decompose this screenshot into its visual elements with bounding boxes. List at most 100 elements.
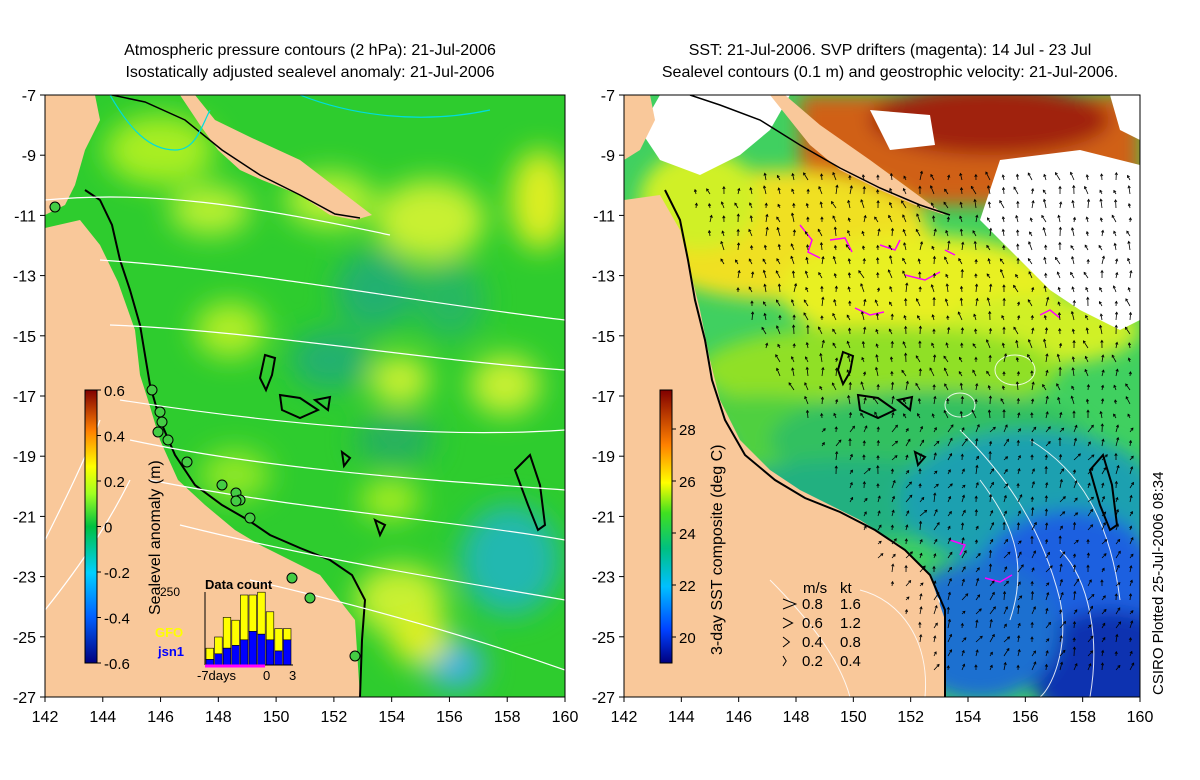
velocity-legend-kt: 0.4 (840, 653, 861, 670)
left-islands (258, 353, 547, 538)
colorbar-tick-label: 0.2 (104, 474, 125, 491)
left-lat-tick-label: -7 (22, 88, 36, 105)
left-lon-tick-label: 142 (32, 709, 59, 726)
inset-gfo-bar (265, 611, 275, 641)
right-lat-tick-label: -27 (592, 690, 615, 707)
left-lat-tick-label: -21 (13, 509, 36, 526)
right-colorbar (659, 389, 673, 664)
velocity-legend-ms: 0.8 (802, 596, 823, 613)
right-lat-tick-label: -21 (592, 509, 615, 526)
velocity-legend-kt: 0.8 (840, 634, 861, 651)
velocity-legend: m/s kt 0.8 1.6 0.6 1.2 0.4 0.8 0.2 0.4 (782, 580, 861, 670)
colorbar-tick-label: -0.4 (104, 611, 130, 628)
right-lon-tick-label: 152 (897, 709, 924, 726)
colorbar-tick-label: 28 (679, 422, 696, 439)
colorbar-tick-label: 24 (679, 526, 696, 543)
left-title-line2: Isostatically adjusted sealevel anomaly:… (125, 64, 495, 81)
colorbar-tick-label: 0.6 (104, 383, 125, 400)
left-title-line1: Atmospheric pressure contours (2 hPa): 2… (124, 42, 496, 59)
left-lat-tick-label: -17 (13, 389, 36, 406)
inset-jsn1-label: jsn1 (157, 644, 184, 659)
velocity-legend-arrow (782, 617, 794, 629)
inset-jsn1-bar (205, 659, 214, 666)
left-lon-tick-label: 150 (263, 709, 290, 726)
inset-x-end: 3 (289, 668, 296, 683)
inset-x-start: -7days (197, 668, 237, 683)
inset-jsn1-bar (231, 645, 240, 666)
sealevel-contours (769, 354, 1121, 697)
colorbar-tick-label: -0.2 (104, 565, 130, 582)
inset-jsn1-bar (283, 639, 292, 666)
axes: -7 -9 -11 -13 -15 -17 -19 -21 -23 -25 -27 142 144 146… (13, 88, 1154, 726)
left-colorbar-label: Sealevel anomaly (m) (147, 460, 164, 615)
right-lat-tick-label: -15 (592, 329, 615, 346)
velocity-legend-kt-header: kt (840, 580, 853, 597)
inset-x-zero: 0 (263, 668, 270, 683)
data-count-inset: Data count 250 GFO jsn1 -7days 0 3 (155, 577, 296, 683)
left-lat-tick-label: -13 (13, 269, 36, 286)
inset-gfo-bar (231, 619, 240, 646)
inset-gfo-bar (205, 647, 214, 660)
right-title-line1: SST: 21-Jul-2006. SVP drifters (magenta)… (688, 42, 1092, 59)
velocity-legend-ms: 0.2 (802, 653, 823, 670)
left-lat-tick-label: -9 (22, 148, 36, 165)
inset-gfo-bar (274, 628, 283, 652)
right-lat-tick-label: -25 (592, 630, 615, 647)
left-lat-tick-label: -25 (13, 630, 36, 647)
inset-jsn1-bar (257, 633, 266, 666)
inset-jsn1-bar (214, 653, 223, 666)
colorbar-tick-label: 26 (679, 474, 696, 491)
velocity-legend-arrow (782, 636, 791, 648)
left-colorbar-ticks: 0.6 0.4 0.2 0 -0.2 -0.4 -0.6 (97, 383, 130, 673)
right-title-line2: Sealevel contours (0.1 m) and geostrophi… (661, 64, 1119, 81)
right-lon-tick-label: 154 (955, 709, 982, 726)
right-colorbar-ticks: 28 26 24 22 20 (672, 422, 696, 647)
right-lat-tick-label: -9 (601, 148, 615, 165)
velocity-legend-ms: 0.4 (802, 634, 823, 651)
right-lon-tick-label: 146 (725, 709, 752, 726)
colorbar-tick-label: 0 (104, 520, 112, 537)
right-lat-tick-label: -23 (592, 570, 615, 587)
left-lon-tick-label: 144 (89, 709, 116, 726)
right-lon-tick-label: 158 (1069, 709, 1096, 726)
left-lon-tick-label: 160 (552, 709, 579, 726)
velocity-legend-ms: 0.6 (802, 615, 823, 632)
colorbar-tick-label: -0.6 (104, 656, 130, 673)
inset-gfo-bar (214, 636, 223, 655)
credit-text: CSIRO Plotted 25-Jul-2006 08:34 (1150, 472, 1167, 695)
left-lon-tick-label: 148 (205, 709, 232, 726)
left-lat-tick-label: -15 (13, 329, 36, 346)
geostrophic-velocity-vectors (693, 170, 1135, 671)
right-lon-tick-label: 160 (1127, 709, 1154, 726)
right-lat-tick-label: -7 (601, 88, 615, 105)
right-lon-tick-label: 142 (611, 709, 638, 726)
left-lon-tick-label: 146 (147, 709, 174, 726)
velocity-legend-ms-header: m/s (803, 580, 827, 597)
inset-gfo-bar (283, 628, 292, 641)
inset-title: Data count (205, 577, 273, 592)
velocity-legend-arrow (782, 598, 798, 610)
right-lat-tick-label: -17 (592, 389, 615, 406)
right-lat-tick-label: -11 (593, 208, 615, 225)
velocity-legend-kt: 1.2 (840, 615, 861, 632)
inset-gfo-bar (222, 617, 232, 649)
velocity-legend-rows: 0.8 1.6 0.6 1.2 0.4 0.8 0.2 0.4 (782, 596, 861, 670)
left-colorbar (84, 389, 98, 664)
colorbar-tick-label: 22 (679, 578, 696, 595)
right-lon-tick-label: 144 (668, 709, 695, 726)
left-lon-tick-label: 152 (321, 709, 348, 726)
right-colorbar-label: 3-day SST composite (deg C) (709, 445, 726, 655)
inset-gfo-label: GFO (155, 625, 183, 640)
inset-gfo-bar (257, 591, 266, 635)
inset-ymax: 250 (160, 585, 180, 599)
left-map (45, 95, 565, 697)
right-lat-tick-label: -13 (592, 269, 615, 286)
left-lat-tick-label: -11 (14, 208, 36, 225)
inset-gfo-bar (240, 594, 249, 641)
inset-gfo-bar (248, 594, 257, 632)
velocity-legend-kt: 1.6 (840, 596, 861, 613)
tide-gauges (49, 201, 361, 662)
right-lon-tick-label: 156 (1012, 709, 1039, 726)
left-lat-tick-label: -23 (13, 570, 36, 587)
